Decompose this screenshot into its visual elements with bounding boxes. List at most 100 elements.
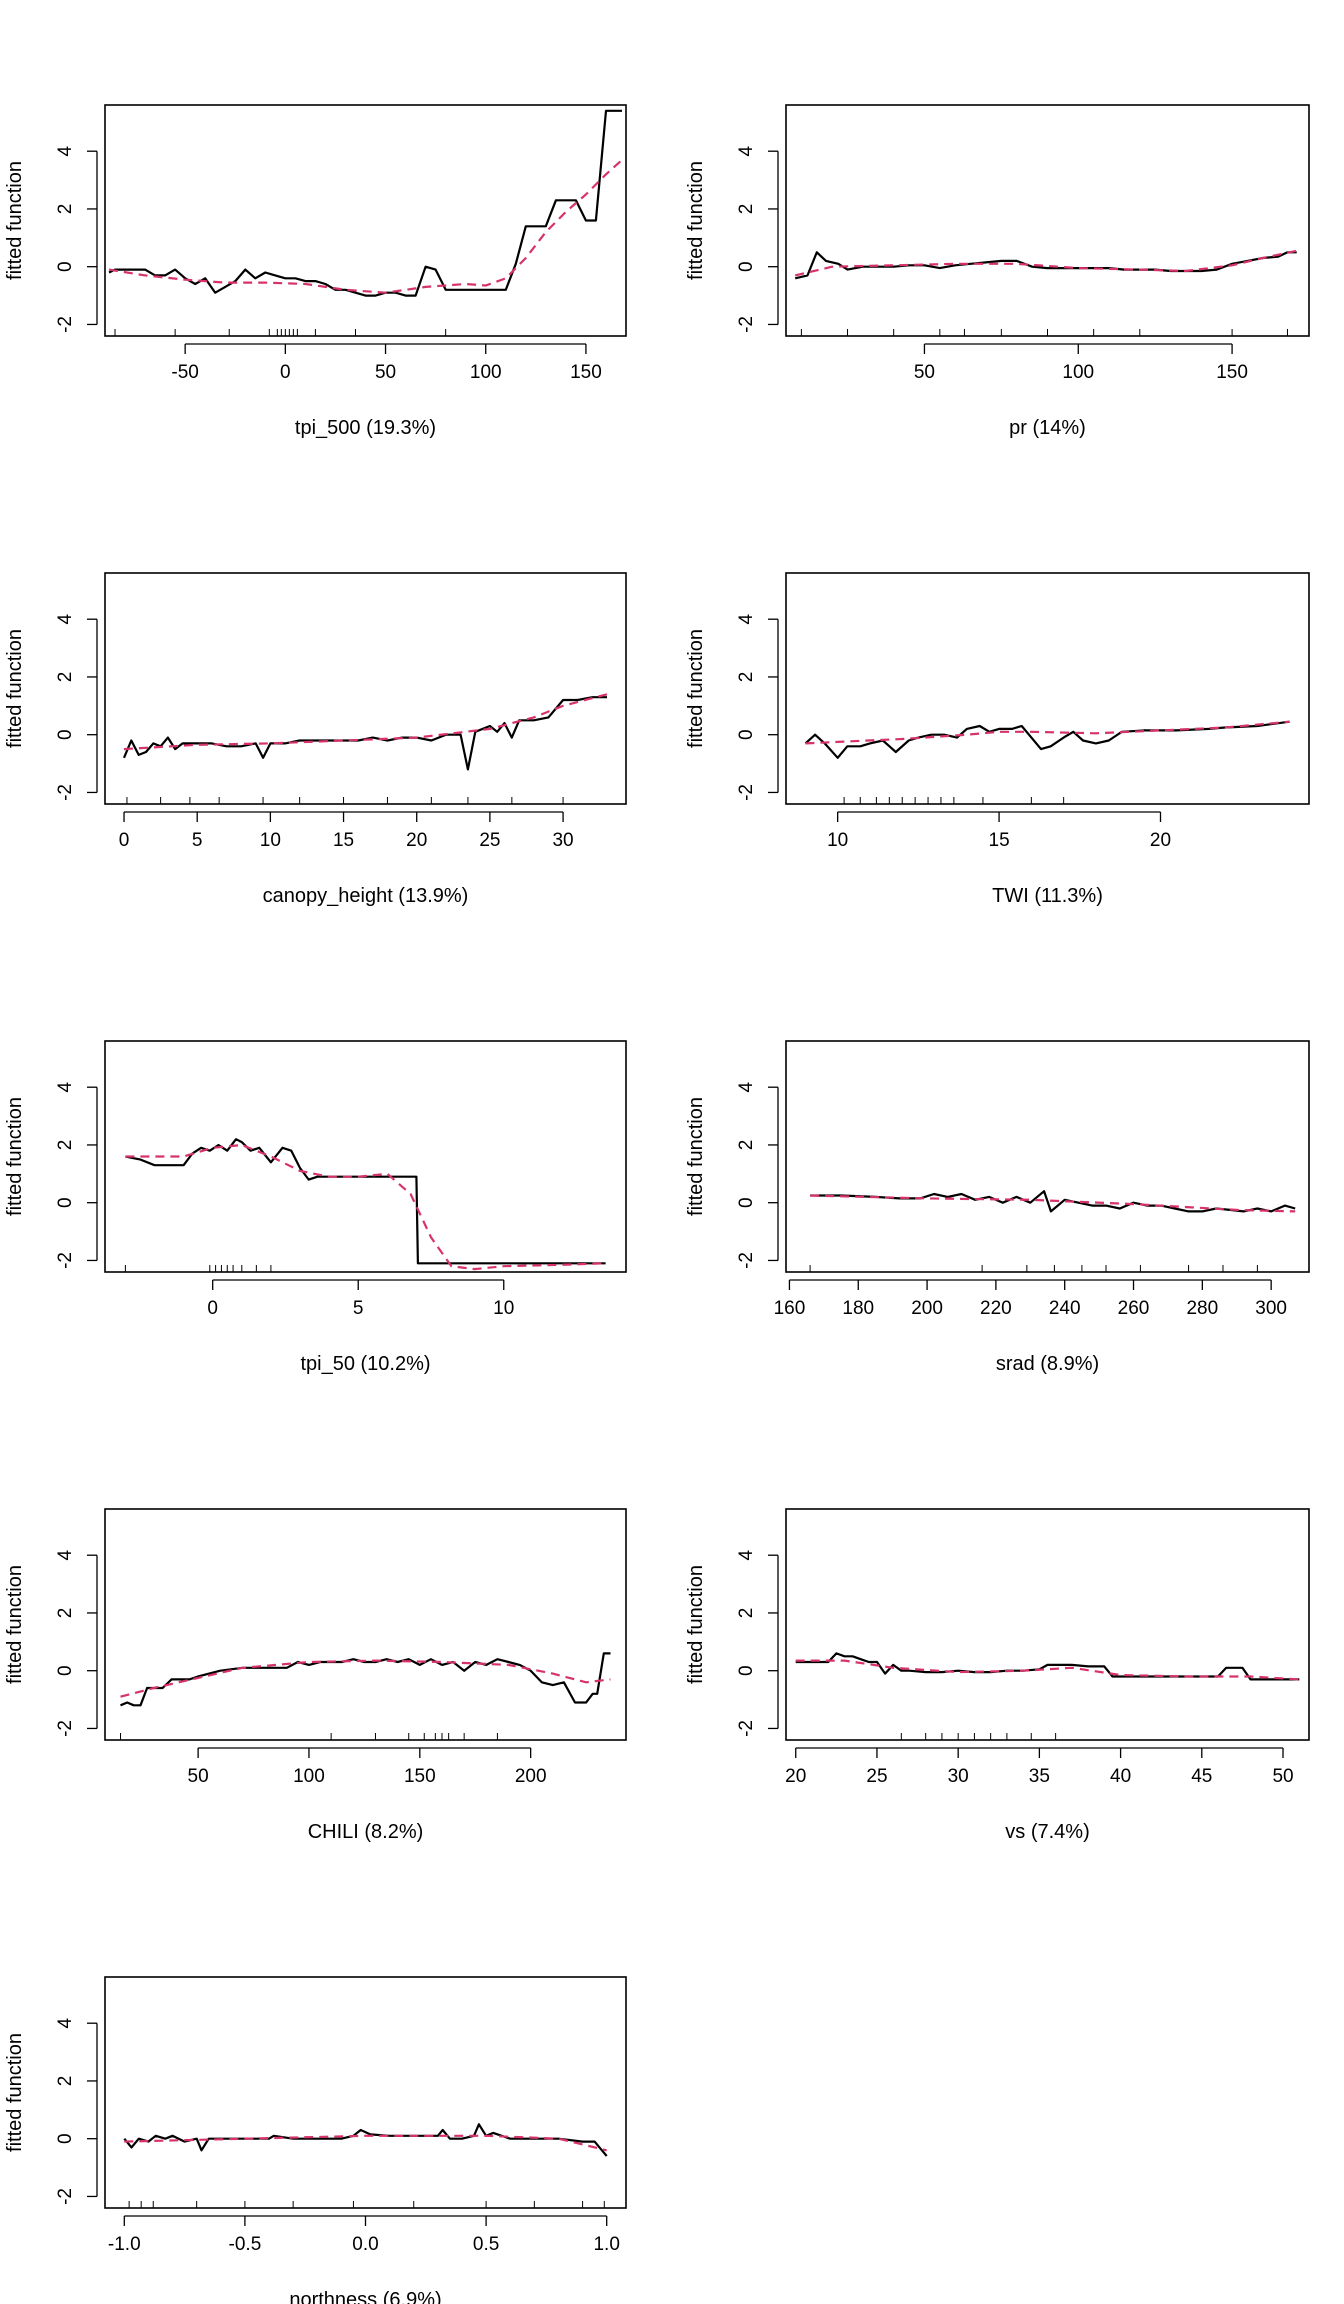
panel-1: -50 0 50 100 150 -2 0 2 4 tpi_500 (19.3%) fitted f… (4, 104, 627, 439)
x-tick-label: 200 (911, 1298, 943, 1319)
x-axis-label: CHILI (8.2%) (308, 1821, 424, 1843)
plot-frame (104, 1040, 627, 1273)
x-axis-label: northness (6.9%) (289, 2289, 441, 2304)
x-tick-label: -50 (171, 362, 198, 383)
fitted-function-line (120, 1652, 611, 1707)
x-tick-label: 30 (948, 1766, 969, 1787)
y-tick-label: 2 (55, 672, 76, 683)
y-tick-label: 0 (736, 1665, 757, 1676)
x-tick-label: 100 (470, 362, 502, 383)
x-tick-label: 150 (404, 1766, 436, 1787)
x-tick-label: 0.5 (473, 2234, 499, 2255)
y-tick-label: 4 (736, 613, 757, 624)
y-tick-label: -2 (55, 1720, 76, 1737)
fitted-function-line (122, 696, 607, 771)
panel-6: 160 180 200 220 240 260 280 300 -2 0 2 4 srad (8.9%)… (685, 1040, 1310, 1375)
x-tick-label: 1.0 (593, 2234, 619, 2255)
x-axis-label: srad (8.9%) (996, 1353, 1099, 1375)
y-tick-label: 2 (736, 204, 757, 215)
y-tick-label: 2 (55, 1608, 76, 1619)
plot-frame (785, 1040, 1310, 1273)
x-tick-label: 10 (493, 1298, 514, 1319)
x-axis-label: TWI (11.3%) (992, 885, 1103, 907)
plot-frame (104, 104, 627, 337)
smoothed-trend-line (123, 693, 608, 751)
x-axis-label: pr (14%) (1009, 417, 1086, 439)
panel-2: 50 100 150 -2 0 2 4 pr (14%) fitted function (685, 104, 1310, 439)
x-tick-label: 5 (353, 1298, 364, 1319)
plot-frame (104, 1508, 627, 1741)
panel-3: 0 5 10 15 20 25 30 -2 0 2 4 canopy_height (13.9%) fi… (4, 572, 627, 907)
x-tick-label: 280 (1186, 1298, 1218, 1319)
y-tick-label: 2 (55, 1140, 76, 1151)
smoothed-trend-line (795, 1659, 1300, 1681)
y-tick-label: 4 (55, 2017, 76, 2028)
y-tick-label: 0 (55, 1665, 76, 1676)
x-tick-label: 30 (552, 830, 573, 851)
x-tick-label: 20 (785, 1766, 806, 1787)
y-tick-label: 0 (55, 1197, 76, 1208)
x-tick-label: 0 (119, 830, 130, 851)
y-tick-label: -2 (736, 1720, 757, 1737)
y-tick-label: 0 (736, 1197, 757, 1208)
y-axis-label: fitted function (4, 1565, 26, 1684)
x-axis-label: tpi_500 (19.3%) (295, 417, 436, 439)
y-tick-label: -2 (55, 784, 76, 801)
x-tick-label: 300 (1255, 1298, 1287, 1319)
plot-frame (104, 572, 627, 805)
y-axis-label: fitted function (4, 1097, 26, 1216)
y-tick-label: 4 (736, 1081, 757, 1092)
x-tick-label: 220 (980, 1298, 1012, 1319)
smoothed-trend-line (805, 720, 1290, 745)
y-tick-label: 0 (736, 729, 757, 740)
plot-frame (104, 1976, 627, 2209)
plot-frame (785, 572, 1310, 805)
x-tick-label: 45 (1191, 1766, 1212, 1787)
smoothed-trend-line (124, 2134, 607, 2152)
x-tick-label: 25 (479, 830, 500, 851)
y-tick-label: -2 (55, 316, 76, 333)
plot-frame (785, 104, 1310, 337)
fitted-function-line (810, 1190, 1296, 1213)
x-tick-label: 200 (515, 1766, 547, 1787)
y-tick-label: 4 (55, 613, 76, 624)
x-tick-label: 40 (1110, 1766, 1131, 1787)
fitted-function-line (804, 720, 1290, 759)
y-tick-label: -2 (736, 784, 757, 801)
x-tick-label: 10 (827, 830, 848, 851)
y-tick-label: 2 (736, 672, 757, 683)
x-tick-label: -0.5 (229, 2234, 262, 2255)
panel-4: 10 15 20 -2 0 2 4 TWI (11.3%) fitted function (685, 572, 1310, 907)
y-tick-label: -2 (55, 1252, 76, 1269)
x-tick-label: 50 (375, 362, 396, 383)
y-tick-label: 2 (55, 204, 76, 215)
fitted-function-line (794, 251, 1297, 280)
y-tick-label: 0 (55, 261, 76, 272)
x-tick-label: 150 (570, 362, 602, 383)
y-axis-label: fitted function (685, 1097, 707, 1216)
panel-9: -1.0 -0.5 0.0 0.5 1.0 -2 0 2 4 northness (6.9%) fi… (4, 1976, 627, 2304)
y-tick-label: 0 (55, 2133, 76, 2144)
x-tick-label: 20 (1150, 830, 1171, 851)
y-axis-label: fitted function (685, 161, 707, 280)
y-axis-label: fitted function (685, 1565, 707, 1684)
y-tick-label: 4 (55, 1081, 76, 1092)
y-axis-label: fitted function (4, 629, 26, 748)
y-tick-label: -2 (736, 316, 757, 333)
x-tick-label: 15 (333, 830, 354, 851)
x-axis-label: tpi_50 (10.2%) (300, 1353, 430, 1375)
x-tick-label: 15 (989, 830, 1010, 851)
fitted-function-line (108, 109, 622, 297)
x-tick-label: 5 (192, 830, 203, 851)
fitted-function-line (795, 1652, 1300, 1681)
y-axis-label: fitted function (4, 161, 26, 280)
x-tick-label: 25 (866, 1766, 887, 1787)
x-tick-label: 50 (1272, 1766, 1293, 1787)
smoothed-trend-line (794, 249, 1297, 277)
x-tick-label: 50 (914, 362, 935, 383)
panel-8: 20 25 30 35 40 45 50 -2 0 2 4 vs (7.4%) fitted funct… (685, 1508, 1310, 1843)
x-tick-label: 180 (842, 1298, 874, 1319)
y-tick-label: 4 (736, 1549, 757, 1560)
plot-frame (785, 1508, 1310, 1741)
